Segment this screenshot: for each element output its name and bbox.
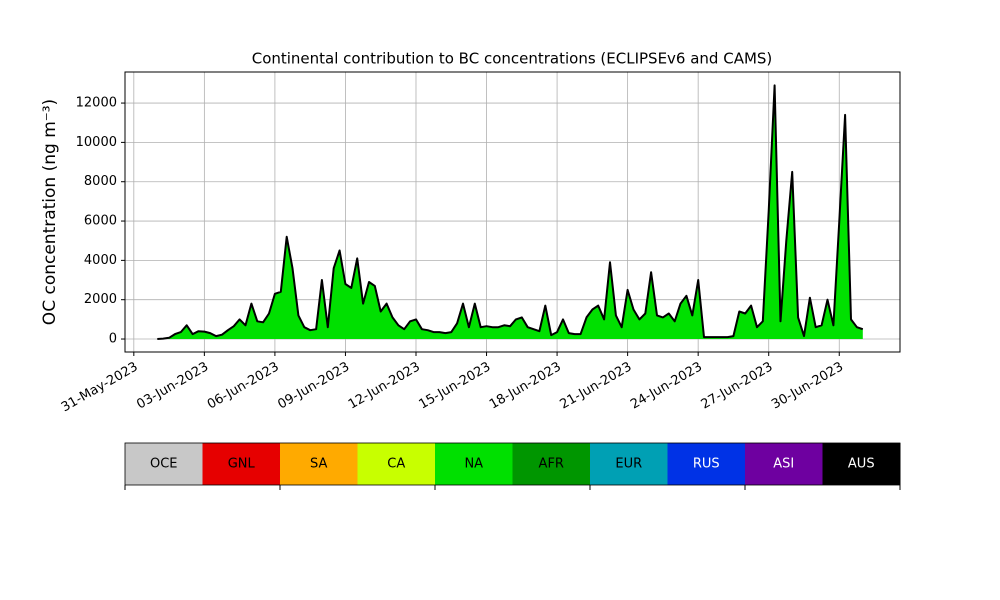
legend-label: RUS	[693, 457, 720, 472]
chart-title: Continental contribution to BC concentra…	[252, 50, 773, 68]
y-tick-label: 2000	[84, 292, 117, 307]
x-tick-label: 18-Jun-2023	[487, 360, 564, 413]
legend-swatch	[667, 443, 746, 485]
legend-swatch	[435, 443, 513, 485]
legend-swatch	[822, 443, 901, 485]
legend-frame	[124, 442, 901, 486]
legend-swatch	[590, 443, 668, 485]
x-tick-label: 03-Jun-2023	[134, 360, 211, 413]
area	[157, 85, 863, 340]
x-tick-label: 27-Jun-2023	[699, 360, 776, 413]
x-tick-label: 15-Jun-2023	[416, 360, 493, 413]
y-tick-label: 6000	[84, 214, 117, 229]
legend-label: OCE	[150, 457, 178, 472]
x-tick-label: 12-Jun-2023	[346, 360, 423, 413]
y-tick-label: 4000	[84, 253, 117, 268]
x-tick-label: 06-Jun-2023	[205, 360, 282, 413]
legend-label: CA	[387, 457, 405, 472]
y-tick-label: 8000	[84, 174, 117, 189]
x-tick-label: 09-Jun-2023	[275, 360, 352, 413]
legend-label: ASI	[773, 457, 794, 472]
x-tick-label: 24-Jun-2023	[628, 360, 705, 413]
legend-label: NA	[464, 457, 483, 472]
legend-label: GNL	[228, 457, 256, 472]
legend-label: AFR	[539, 457, 564, 472]
legend-swatch	[745, 443, 823, 485]
x-tick-label: 21-Jun-2023	[558, 360, 635, 413]
y-tick-label: 10000	[76, 135, 117, 150]
total-outline	[157, 84, 864, 340]
legend-swatch	[512, 443, 591, 485]
legend-swatch	[357, 443, 436, 485]
legend-swatch	[280, 443, 358, 485]
y-tick-label: 12000	[76, 96, 117, 111]
y-tick-label: 0	[109, 332, 117, 347]
legend-label: AUS	[848, 457, 875, 472]
plot-frame	[124, 71, 901, 353]
legend-label: SA	[310, 457, 327, 472]
y-axis-label: OC concentration (ng m⁻³)	[40, 99, 60, 325]
x-tick-label: 31-May-2023	[59, 360, 141, 416]
x-tick-label: 30-Jun-2023	[769, 360, 846, 413]
legend-swatch	[202, 443, 281, 485]
legend-label: EUR	[615, 457, 642, 472]
legend-swatch	[125, 443, 203, 485]
